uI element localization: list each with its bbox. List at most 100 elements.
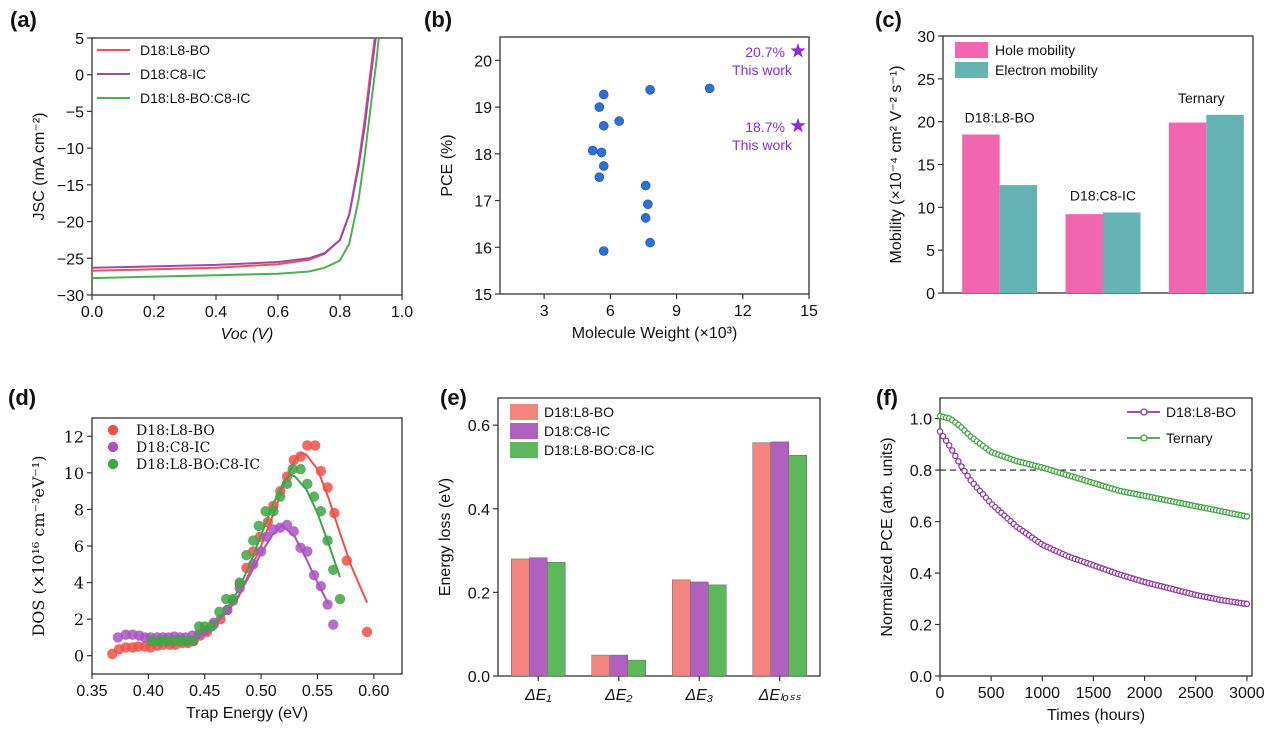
legend-label: D18:L8-BO:C8-IC	[544, 442, 654, 458]
bar	[708, 584, 727, 677]
panel-f: (f) 0.0 0.2 0.4 0.6 0.8 1.0 0 500 1000 1500 2000 250…	[876, 385, 1265, 724]
legend-marker	[1140, 434, 1148, 442]
data-point	[361, 626, 373, 638]
legend-swatch	[955, 62, 988, 78]
y-tick-label: 12	[64, 427, 84, 446]
category-label: ΔE₃	[684, 687, 713, 704]
bar	[627, 659, 646, 677]
panel-label: (c)	[875, 7, 902, 32]
x-tick-label: 1000	[1024, 685, 1060, 702]
panel-c: (c) 0 5 10 15 20 25 30 Mobility (×10⁻⁴ cm² V⁻² s…	[875, 7, 1254, 303]
y-tick-label: 0.0	[468, 669, 490, 686]
x-tick-label: 1.0	[391, 304, 413, 321]
category-label: ΔE₂	[604, 687, 633, 704]
data-marker	[1243, 600, 1251, 608]
bar	[511, 558, 530, 677]
bar	[547, 562, 566, 677]
annotation-note: This work	[732, 137, 793, 153]
x-tick-label: 0.6	[267, 304, 289, 321]
legend-marker	[107, 424, 119, 436]
data-point	[640, 213, 651, 223]
legend-label: D18:C8-IC	[136, 440, 210, 456]
y-tick-label: 20	[474, 53, 492, 70]
bar	[752, 442, 771, 677]
y-tick-label: 20	[917, 115, 935, 132]
data-point	[302, 546, 313, 557]
data-marker	[958, 463, 965, 470]
y-tick-label: 0.2	[910, 618, 932, 635]
x-tick-label: 0.50	[246, 683, 277, 700]
data-point	[281, 519, 293, 531]
data-point	[275, 491, 286, 502]
data-point	[598, 120, 609, 131]
bar	[529, 557, 548, 677]
data-point	[596, 147, 607, 158]
y-tick-label: 18	[474, 147, 492, 164]
bar	[591, 654, 610, 677]
data-marker	[964, 472, 971, 479]
data-marker	[936, 428, 944, 435]
panel-a: (a) −30 −25 −20 −15 −10 −5 0 5 0.0 0.2 0.4 0.6 0.8 1.0…	[10, 7, 413, 343]
bar	[999, 185, 1038, 293]
legend-swatch	[955, 42, 988, 58]
data-point	[302, 478, 313, 490]
data-point	[341, 555, 352, 566]
series-line	[939, 431, 1248, 605]
panel-label: (f)	[876, 385, 898, 410]
y-axis-label: DOS (×10¹⁶ cm⁻³eV⁻¹)	[29, 455, 48, 636]
y-tick-label: 0	[926, 286, 935, 303]
x-tick-label: 2000	[1127, 685, 1163, 702]
data-point	[598, 246, 609, 256]
data-point	[281, 471, 293, 482]
legend-marker	[107, 441, 119, 453]
data-point	[315, 506, 327, 517]
data-point	[645, 237, 655, 248]
data-point	[253, 520, 265, 532]
panel-e: (e) 0.0 0.2 0.4 0.6 Energy loss (eV) ΔE₁ ΔE₂ ΔE₃…	[437, 385, 821, 704]
bar	[672, 579, 691, 677]
data-marker	[942, 437, 950, 444]
bar-group-label: D18:C8-IC	[1070, 187, 1136, 203]
y-axis-label: JSC (mA cm⁻²)	[31, 113, 48, 221]
y-tick-label: 0.6	[910, 515, 932, 532]
y-tick-label: 0.8	[910, 463, 932, 480]
plot-frame	[939, 397, 1253, 677]
star-marker	[790, 43, 806, 58]
y-tick-label: 0.4	[910, 566, 932, 583]
data-point	[587, 145, 598, 156]
legend-swatch	[510, 442, 538, 458]
y-tick-label: 10	[64, 464, 84, 483]
x-tick-label: 1500	[1076, 685, 1112, 702]
y-axis-label: Normalized PCE (arb. units)	[879, 437, 896, 636]
data-point	[645, 85, 655, 95]
data-point	[308, 491, 320, 502]
data-point	[643, 199, 653, 210]
annotation-note: This work	[732, 62, 793, 78]
y-tick-label: −25	[57, 251, 84, 268]
y-tick-label: 10	[917, 200, 935, 217]
data-point	[268, 506, 279, 517]
data-point	[234, 577, 245, 588]
legend-label: D18:L8-BO:C8-IC	[140, 90, 250, 106]
panel-d: (d) 0 2 4 6 8 10 12 0.35 0.40 0.45 0.50 0.55 0.60 Trap…	[8, 385, 403, 722]
y-tick-label: 0.2	[468, 585, 490, 602]
data-marker	[961, 467, 968, 475]
y-tick-label: 0.0	[910, 669, 932, 686]
bar	[962, 134, 1000, 293]
data-marker	[955, 458, 962, 465]
x-tick-label: 0.35	[76, 683, 107, 700]
x-tick-label: 12	[734, 303, 752, 320]
x-tick-label: 0.8	[329, 304, 351, 321]
data-marker	[949, 447, 956, 454]
data-point	[594, 102, 605, 112]
y-tick-label: 19	[474, 100, 492, 117]
data-point	[315, 465, 327, 477]
x-tick-label: 500	[978, 685, 1005, 702]
legend-label: D18:L8-BO:C8-IC	[136, 457, 260, 473]
series-line	[91, 37, 380, 280]
data-point	[614, 116, 624, 126]
data-point	[214, 606, 225, 618]
legend-marker	[1140, 408, 1148, 416]
x-tick-label: 3000	[1229, 685, 1265, 702]
